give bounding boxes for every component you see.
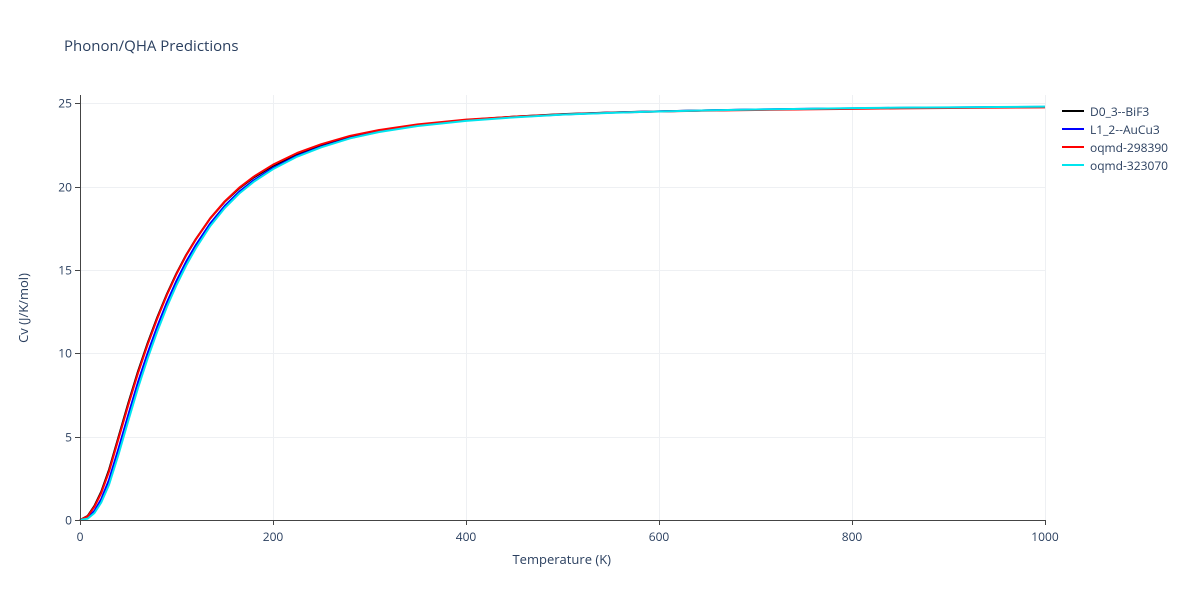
y-tick-label: 0 [52,512,72,529]
series-line[interactable] [80,107,1045,520]
x-tick-label: 400 [456,528,477,545]
x-axis-line [80,520,1045,521]
legend-item[interactable]: oqmd-298390 [1062,138,1168,156]
legend-swatch [1062,146,1084,148]
x-tick-label: 200 [263,528,284,545]
y-tick-label: 25 [52,95,72,112]
legend-label: L1_2--AuCu3 [1090,121,1160,138]
y-axis-line [80,95,81,520]
series-line[interactable] [80,107,1045,520]
y-tick-label: 15 [52,262,72,279]
plot-svg [80,95,1045,520]
x-axis-label: Temperature (K) [513,550,612,568]
x-tick-label: 600 [649,528,670,545]
y-tick-label: 5 [52,428,72,445]
chart-title: Phonon/QHA Predictions [64,36,239,56]
legend-label: oqmd-298390 [1090,139,1168,156]
y-tick-label: 20 [52,178,72,195]
y-tick-label: 10 [52,345,72,362]
x-tick-mark [1045,520,1046,525]
legend-swatch [1062,110,1084,112]
x-tick-label: 800 [842,528,863,545]
legend-item[interactable]: D0_3--BiF3 [1062,102,1168,120]
legend-item[interactable]: L1_2--AuCu3 [1062,120,1168,138]
legend-swatch [1062,128,1084,130]
plot-area[interactable] [80,95,1045,520]
x-tick-label: 1000 [1031,528,1058,545]
legend-label: D0_3--BiF3 [1090,103,1149,120]
x-tick-label: 0 [77,528,84,545]
legend[interactable]: D0_3--BiF3L1_2--AuCu3oqmd-298390oqmd-323… [1062,102,1168,174]
chart-container: Phonon/QHA Predictions Temperature (K) C… [0,0,1200,600]
series-line[interactable] [80,107,1045,520]
y-axis-label: Cv (J/K/mol) [14,273,32,343]
legend-swatch [1062,164,1084,166]
legend-label: oqmd-323070 [1090,157,1168,174]
gridline-vertical [1045,95,1046,520]
legend-item[interactable]: oqmd-323070 [1062,156,1168,174]
series-line[interactable] [80,107,1045,520]
